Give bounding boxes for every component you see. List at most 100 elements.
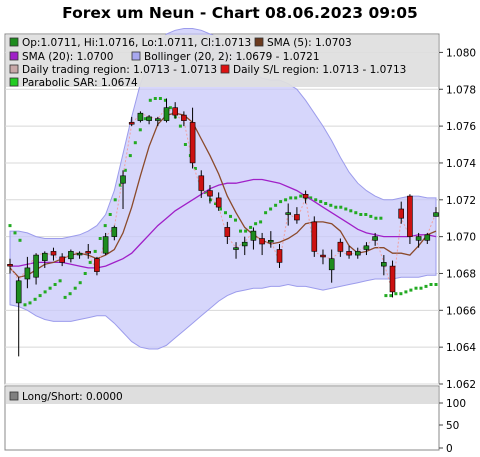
legend-swatch-icon [220, 64, 230, 74]
candle-bull [415, 236, 422, 241]
sar-point [319, 200, 323, 204]
sar-point [23, 303, 27, 307]
sar-point [299, 194, 303, 198]
legend-label: Daily S/L region: 1.0713 - 1.0713 [233, 64, 406, 76]
sar-point [68, 292, 72, 296]
sar-point [359, 213, 363, 216]
candle-bull [363, 245, 370, 250]
long-short-label: Long/Short: 0.0000 [22, 391, 123, 403]
sar-point [434, 283, 438, 286]
legend-swatch-icon [254, 37, 264, 47]
sar-point [8, 224, 12, 228]
candle-bear [59, 256, 66, 263]
sar-point [163, 98, 167, 102]
sar-point [103, 224, 107, 228]
lower-tick-label: 0 [446, 443, 453, 455]
legend-label: Bollinger (20, 2): 1.0679 - 1.0721 [144, 51, 320, 63]
legend-background [6, 35, 438, 87]
sar-point [334, 205, 338, 209]
candle-bear [337, 241, 344, 252]
legend-swatch-icon [9, 64, 19, 74]
sar-point [108, 213, 112, 216]
candle-bull [33, 254, 39, 278]
sar-point [424, 284, 428, 288]
candle-bear [7, 263, 13, 267]
y-tick-label: 1.076 [446, 121, 476, 133]
sar-point [234, 218, 237, 222]
candle-bear [276, 249, 283, 263]
sar-point [374, 216, 378, 220]
lower-y-axis-ticks: 100 50 0 [439, 398, 466, 455]
sar-point [193, 167, 197, 170]
legend: Op:1.0711, Hi:1.0716, Lo:1.0711, Cl:1.07… [9, 37, 406, 89]
y-axis-ticks: 1.080 1.078 1.076 1.074 1.072 1.070 1.068 1.066… [439, 47, 476, 391]
sar-point [73, 286, 77, 290]
candle-bear [198, 175, 205, 191]
legend-swatch-icon [9, 77, 19, 87]
sar-point [229, 214, 232, 218]
candle-bear [128, 122, 135, 125]
sar-point [143, 117, 147, 121]
candle-bear [294, 214, 300, 221]
sar-point [224, 211, 227, 215]
sar-point [33, 297, 37, 301]
sar-point [53, 283, 57, 286]
lower-tick-label: 100 [446, 398, 466, 410]
lower-tick-label: 50 [446, 420, 459, 432]
sar-point [153, 97, 157, 100]
sar-point [369, 214, 373, 218]
candle-bear [320, 254, 326, 258]
sar-point [289, 196, 293, 200]
legend-label: Op:1.0711, Hi:1.0716, Lo:1.0711, Cl:1.07… [22, 37, 251, 49]
candle-bear [215, 197, 222, 208]
sar-point [98, 237, 102, 240]
candle-bull [433, 212, 439, 217]
sar-point [38, 294, 42, 298]
y-tick-label: 1.080 [446, 47, 476, 59]
sar-point [274, 203, 278, 207]
sar-point [18, 238, 22, 242]
candle-bear [311, 221, 318, 252]
sar-point [414, 286, 418, 290]
sar-point [93, 249, 97, 253]
candle-bear [259, 238, 265, 245]
candle-bear [346, 251, 352, 256]
sar-point [409, 288, 413, 292]
candle-bull [241, 241, 248, 247]
sar-point [349, 209, 353, 213]
sar-point [259, 220, 263, 224]
sar-point [209, 198, 212, 202]
sar-point [244, 229, 248, 233]
sar-point [254, 222, 258, 226]
sar-point [48, 286, 52, 290]
legend-label: SMA (20): 1.0700 [22, 51, 113, 63]
sar-point [168, 106, 172, 110]
sar-point [118, 183, 122, 187]
sar-point [158, 97, 162, 100]
candle-bull [250, 230, 257, 241]
candlestick-series [7, 98, 439, 357]
candle-bull [424, 234, 431, 241]
sar-point [344, 207, 348, 211]
candle-bull [163, 107, 170, 121]
long-short-swatch-icon [9, 391, 19, 401]
sar-point [269, 207, 273, 211]
sar-point [384, 294, 388, 298]
y-tick-label: 1.072 [446, 195, 476, 207]
candle-bear [172, 107, 178, 116]
sar-point [364, 213, 368, 216]
sar-point [43, 290, 47, 294]
candle-bull [146, 116, 152, 121]
sar-point [404, 290, 408, 294]
y-tick-label: 1.066 [446, 305, 476, 317]
y-tick-label: 1.062 [446, 379, 476, 391]
y-tick-label: 1.064 [446, 342, 476, 354]
candle-bear [85, 251, 91, 254]
candle-bull [137, 112, 144, 121]
candle-bull [354, 251, 361, 256]
candle-bull [68, 251, 74, 260]
candle-bull [76, 252, 83, 256]
sar-point [128, 154, 132, 158]
candle-bull [120, 175, 126, 184]
